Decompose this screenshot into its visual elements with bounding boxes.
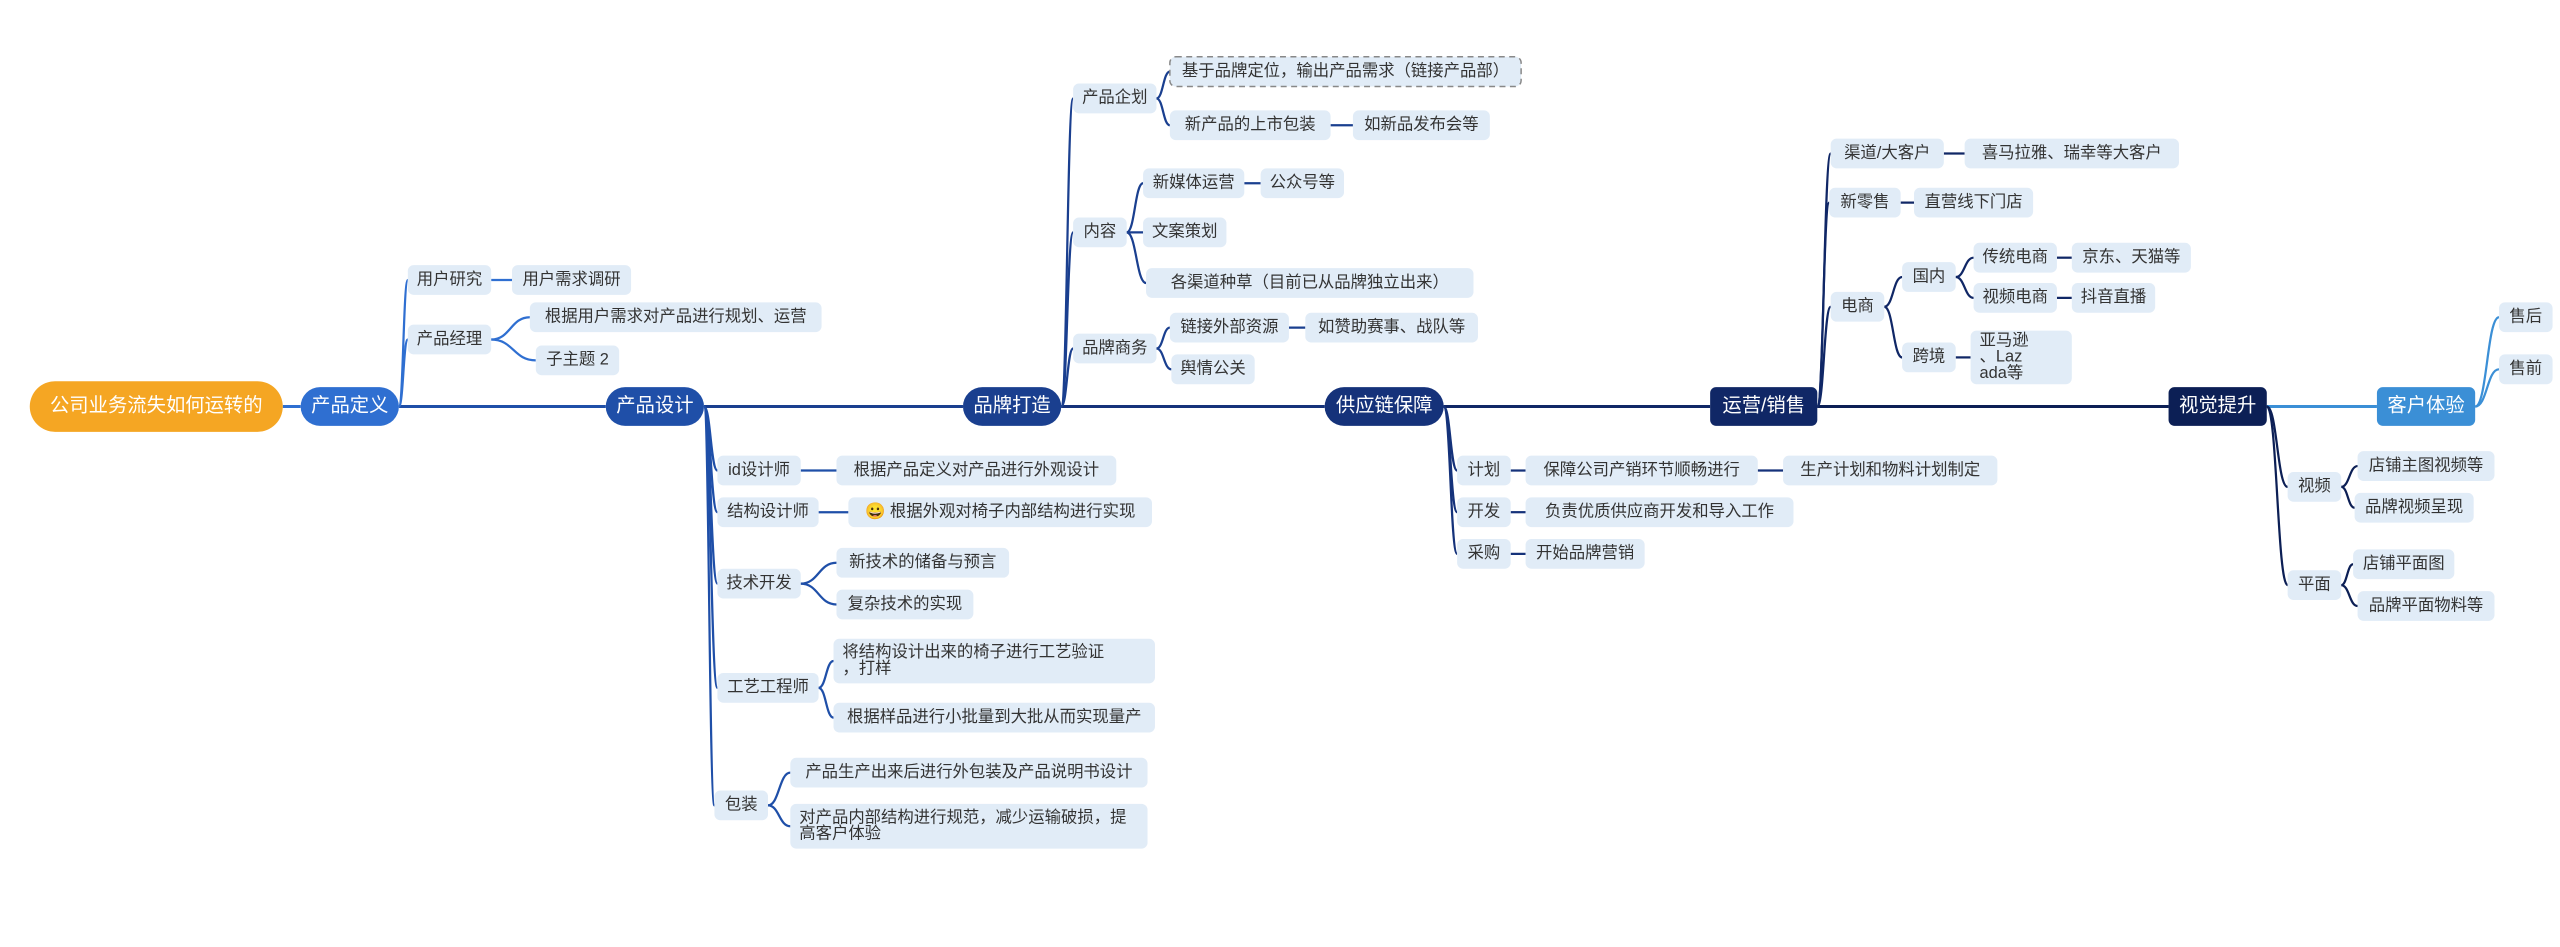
node-label: 如赞助赛事、战队等 [1318, 317, 1465, 336]
trunk-label: 运营/销售 [1722, 395, 1805, 417]
trunk-label: 供应链保障 [1336, 395, 1433, 417]
node-label: 直营线下门店 [1925, 193, 2023, 211]
branch-link [819, 661, 834, 688]
node-label: 平面 [2298, 575, 2331, 593]
branch-link [1884, 307, 1902, 358]
node-label: 用户研究 [417, 270, 482, 288]
node-label: ，打样 [842, 660, 891, 678]
node-label: 视频 [2298, 477, 2331, 495]
node-label: 链接外部资源 [1180, 318, 1278, 336]
branch-link [2267, 407, 2288, 586]
node-label: 对产品内部结构进行规范，减少运输破损，提 [799, 808, 1126, 826]
branch-link [1156, 98, 1169, 125]
node-label: ada等 [1980, 364, 2024, 382]
branch-link [1156, 348, 1171, 369]
branch-link [1127, 183, 1143, 232]
node-label: 如新品发布会等 [1364, 116, 1479, 134]
node-label: 工艺工程师 [727, 678, 809, 696]
branch-link [1156, 72, 1169, 99]
node-label: 传统电商 [1983, 248, 2048, 266]
node-label: 保障公司产销环节顺畅进行 [1544, 461, 1740, 479]
trunk-label: 公司业务流失如何运转的 [50, 395, 263, 417]
node-label: 技术开发 [726, 574, 791, 592]
node-label: 高客户体验 [799, 825, 881, 843]
node-label: 店铺主图视频等 [2369, 456, 2484, 474]
node-label: 新零售 [1840, 193, 1889, 211]
node-label: 售后 [2509, 308, 2542, 326]
node-label: 、Laz [1980, 348, 2023, 366]
node-label: 开发 [1468, 503, 1501, 521]
node-label: 用户需求调研 [522, 270, 620, 288]
node-label: 产品经理 [417, 330, 482, 348]
trunk-label: 品牌打造 [973, 395, 1050, 417]
node-label: 视频电商 [1983, 288, 2048, 306]
node-label: 新产品的上市包装 [1185, 116, 1316, 134]
node-label: 包装 [725, 796, 758, 814]
trunk-label: 产品定义 [311, 395, 388, 417]
node-label: 喜马拉雅、瑞幸等大客户 [1982, 144, 2162, 162]
branch-link [2475, 317, 2499, 406]
node-label: 根据产品定义对产品进行外观设计 [854, 461, 1099, 479]
node-label: 跨境 [1913, 347, 1946, 366]
node-label: 产品企划 [1082, 89, 1147, 107]
node-label: 😀 根据外观对椅子内部结构进行实现 [865, 502, 1135, 521]
branch-link [1956, 277, 1974, 298]
node-label: 开始品牌营销 [1536, 544, 1634, 562]
node-label: 根据用户需求对产品进行规划、运营 [545, 308, 807, 326]
node-label: 负责优质供应商开发和导入工作 [1545, 502, 1774, 521]
branch-link [768, 773, 790, 806]
node-label: 渠道/大客户 [1844, 144, 1930, 162]
node-label: 售前 [2509, 360, 2542, 378]
node-label: 生产计划和物料计划制定 [1800, 461, 1980, 479]
branch-link [2341, 585, 2357, 606]
branch-link [2341, 564, 2353, 585]
node-label: 采购 [1468, 544, 1501, 562]
branch-link [801, 584, 837, 605]
node-label: 公众号等 [1270, 174, 1335, 192]
trunk-label: 视觉提升 [2179, 395, 2256, 417]
node-label: 将结构设计出来的椅子进行工艺验证 [842, 643, 1104, 661]
node-label: 复杂技术的实现 [848, 595, 963, 613]
node-label: 计划 [1468, 461, 1501, 479]
node-label: 电商 [1841, 297, 1874, 315]
node-label: 各渠道种草（目前已从品牌独立出来） [1171, 273, 1449, 291]
node-label: 结构设计师 [727, 503, 809, 521]
branch-link [1156, 328, 1169, 349]
node-label: 内容 [1084, 223, 1117, 241]
node-label: 抖音直播 [2081, 288, 2146, 306]
branch-link [801, 563, 837, 584]
node-label: 品牌商务 [1082, 339, 1147, 357]
node-label: 新技术的储备与预言 [849, 553, 996, 571]
trunk-label: 产品设计 [616, 395, 693, 417]
branch-link [1061, 98, 1073, 406]
node-label: 子主题 2 [546, 351, 609, 369]
node-label: 国内 [1913, 267, 1946, 285]
node-label: 品牌视频呈现 [2365, 498, 2463, 516]
node-label: 产品生产出来后进行外包装及产品说明书设计 [805, 763, 1132, 781]
branch-link [1956, 258, 1974, 277]
node-label: 基于品牌定位，输出产品需求（链接产品部） [1182, 62, 1509, 80]
branch-link [491, 340, 536, 361]
branch-link [491, 317, 530, 339]
branch-link [1884, 277, 1902, 307]
node-label: 京东、天猫等 [2082, 248, 2180, 266]
trunk-label: 客户体验 [2387, 395, 2464, 417]
node-label: 店铺平面图 [2363, 555, 2445, 573]
branch-link [2341, 466, 2357, 487]
node-label: 品牌平面物料等 [2369, 596, 2484, 614]
node-label: 舆情公关 [1180, 360, 1245, 378]
node-label: 根据样品进行小批量到大批从而实现量产 [847, 708, 1141, 726]
branch-link [2341, 487, 2354, 508]
node-label: id设计师 [728, 461, 790, 479]
branch-link [819, 688, 834, 718]
node-label: 文案策划 [1152, 223, 1217, 241]
node-label: 新媒体运营 [1153, 174, 1235, 192]
node-label: 亚马逊 [1980, 331, 2029, 349]
branch-link [768, 805, 790, 826]
